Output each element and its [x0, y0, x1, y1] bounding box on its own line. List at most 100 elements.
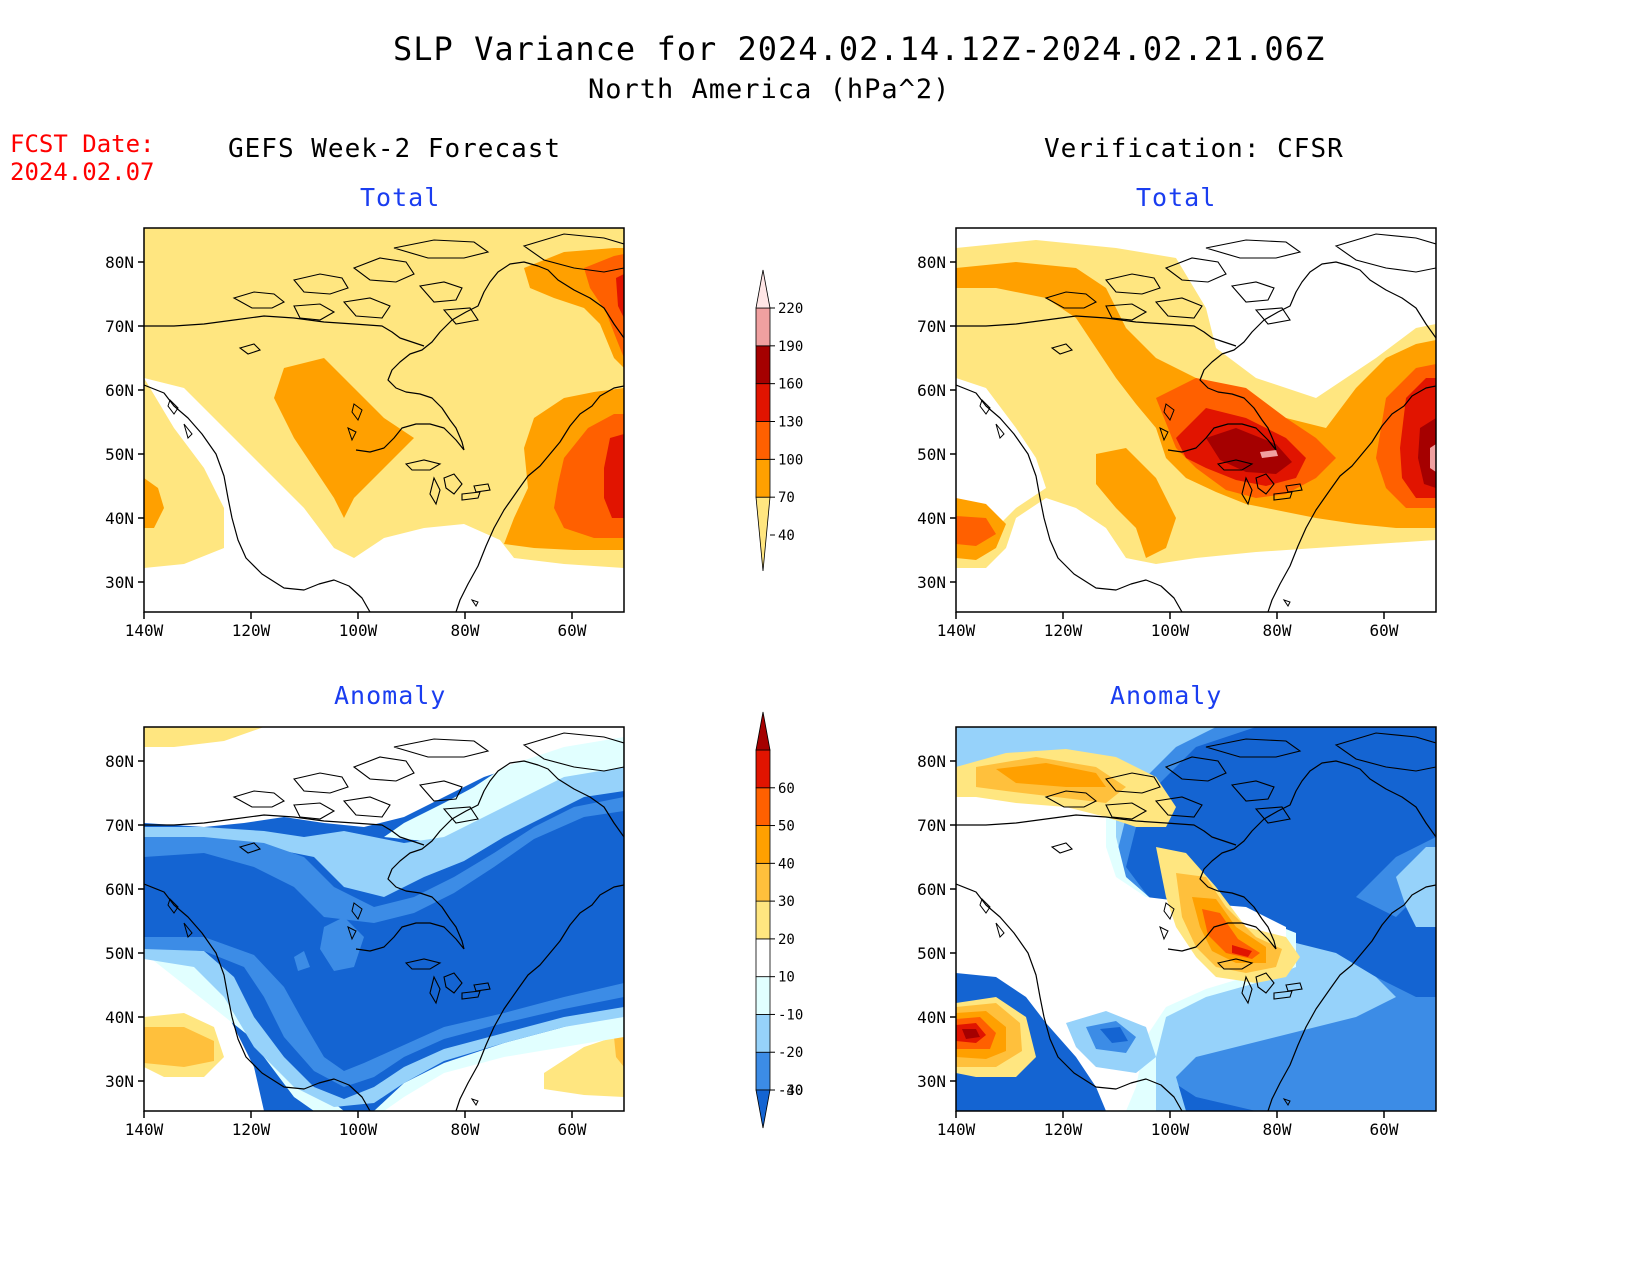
colorbar-swatch	[755, 458, 771, 498]
map-forecast-anomaly	[143, 726, 625, 1112]
colorbar-label: 130	[778, 415, 803, 431]
main-title: SLP Variance for 2024.02.14.12Z-2024.02.…	[393, 30, 1326, 68]
lat-tick-label: 80N	[105, 253, 134, 272]
colorbar-label: 30	[778, 894, 795, 910]
colorbar-label: 190	[778, 339, 803, 355]
lon-tick-label: 140W	[125, 1120, 164, 1139]
lon-tick-label: 60W	[1370, 621, 1399, 640]
map-verification-anomaly	[955, 726, 1437, 1112]
lat-tick-label: 50N	[917, 944, 946, 963]
column-title-verification: Verification: CFSR	[1044, 134, 1344, 164]
lon-tick-label: 120W	[1044, 621, 1083, 640]
lon-tick-label: 120W	[232, 621, 271, 640]
lat-tick-label: 40N	[917, 1008, 946, 1027]
lat-tick-label: 80N	[105, 752, 134, 771]
colorbar-swatch	[755, 1014, 771, 1053]
map-forecast-total	[143, 227, 625, 613]
colorbar-swatch	[755, 862, 771, 902]
lon-tick-label: 140W	[937, 1120, 976, 1139]
colorbar-label: -40	[778, 1083, 803, 1099]
colorbar-swatch	[755, 496, 771, 572]
lon-tick-label: 80W	[451, 621, 480, 640]
fill-anomaly-minus20	[144, 767, 624, 1107]
panel-label-forecast-total: Total	[360, 183, 441, 212]
lon-tick-label: 80W	[451, 1120, 480, 1139]
lat-tick-label: 30N	[917, 1072, 946, 1091]
fill-anomaly-minus40	[144, 811, 624, 1071]
lat-tick-label: 40N	[917, 509, 946, 528]
lat-tick-label: 30N	[917, 573, 946, 592]
lat-tick-label: 30N	[105, 573, 134, 592]
colorbar-swatch	[755, 711, 771, 751]
colorbar-swatch	[755, 976, 771, 1015]
lat-tick-label: 60N	[917, 381, 946, 400]
lat-tick-label: 50N	[917, 445, 946, 464]
lon-tick-label: 60W	[558, 1120, 587, 1139]
lat-tick-label: 30N	[105, 1072, 134, 1091]
colorbar-label: 220	[778, 301, 803, 317]
lat-tick-label: 40N	[105, 509, 134, 528]
lon-tick-label: 100W	[339, 621, 378, 640]
fcst-date-value: 2024.02.07	[10, 158, 155, 186]
lon-tick-label: 140W	[937, 621, 976, 640]
colorbar-swatch	[755, 345, 771, 385]
lon-tick-label: 100W	[1151, 1120, 1190, 1139]
colorbar-label: 40	[778, 856, 795, 872]
lon-tick-label: 60W	[558, 621, 587, 640]
colorbar-swatch	[755, 900, 771, 940]
colorbar-label: 100	[778, 452, 803, 468]
colorbar-swatch	[755, 938, 771, 978]
colorbar-swatch	[755, 825, 771, 864]
lat-tick-label: 70N	[917, 816, 946, 835]
lon-tick-label: 80W	[1263, 1120, 1292, 1139]
lon-tick-label: 100W	[339, 1120, 378, 1139]
colorbar-swatch	[755, 307, 771, 347]
colorbar-label: 40	[778, 528, 795, 544]
colorbar-label: 60	[778, 781, 795, 797]
colorbar-swatch	[755, 787, 771, 826]
colorbar-label: -10	[778, 1007, 803, 1023]
fill-below-40	[144, 378, 624, 612]
colorbar-swatch	[755, 421, 771, 460]
colorbar-label: 10	[778, 970, 795, 986]
lon-tick-label: 80W	[1263, 621, 1292, 640]
lat-tick-label: 70N	[917, 317, 946, 336]
main-subtitle: North America (hPa^2)	[588, 74, 951, 105]
colorbar-total: 40 70 100 130 160 190 220	[755, 269, 803, 572]
colorbar-label: -20	[778, 1045, 803, 1061]
colorbar-anomaly: -30 -20 -10 10 20 30 40 50 60 -40	[755, 711, 803, 1129]
lon-tick-label: 140W	[125, 621, 164, 640]
lat-tick-label: 50N	[105, 445, 134, 464]
lat-tick-label: 80N	[917, 253, 946, 272]
lat-tick-label: 80N	[917, 752, 946, 771]
lat-tick-label: 60N	[105, 880, 134, 899]
colorbar-label: 70	[778, 490, 795, 506]
colorbar-label: 20	[778, 932, 795, 948]
fill-anomaly-minus10	[144, 737, 624, 1111]
lat-tick-label: 50N	[105, 944, 134, 963]
colorbar-label: -30	[778, 1083, 803, 1099]
panel-label-forecast-anomaly: Anomaly	[334, 681, 447, 710]
colorbar-label: 160	[778, 377, 803, 393]
colorbar-swatch	[755, 749, 771, 789]
fcst-date-label: FCST Date:	[10, 130, 155, 158]
lon-tick-label: 120W	[1044, 1120, 1083, 1139]
lat-tick-label: 70N	[105, 816, 134, 835]
panel-label-verification-total: Total	[1136, 183, 1217, 212]
fill-level-70-west	[274, 358, 414, 518]
lat-tick-label: 60N	[105, 381, 134, 400]
lat-tick-label: 40N	[105, 1008, 134, 1027]
map-verification-total	[955, 227, 1437, 613]
colorbar-label: 50	[778, 819, 795, 835]
lat-tick-label: 60N	[917, 880, 946, 899]
map-axes: 80N 70N 60N 50N 40N 30N 140W 120W 100W 80W 60W 80N 7…	[105, 253, 1399, 1139]
colorbar-swatch	[755, 269, 771, 309]
lon-tick-label: 120W	[232, 1120, 271, 1139]
lat-tick-label: 70N	[105, 317, 134, 336]
colorbar-swatch	[755, 1089, 771, 1129]
fill-level-160	[1206, 418, 1436, 488]
fill-anomaly-neutral	[956, 763, 1286, 1111]
lon-tick-label: 100W	[1151, 621, 1190, 640]
colorbar-swatch	[755, 1051, 771, 1091]
